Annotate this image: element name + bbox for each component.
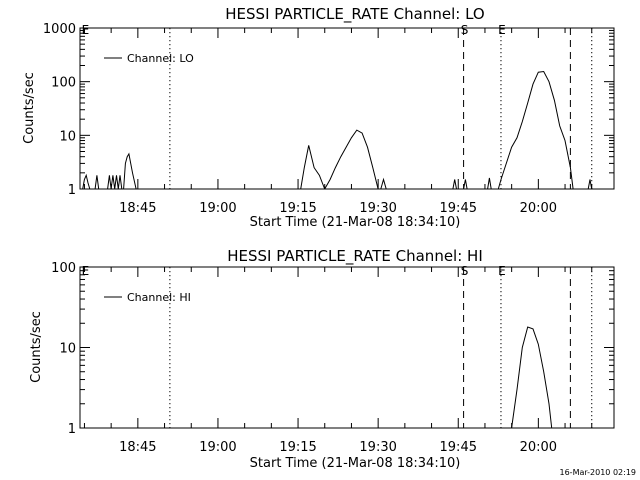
x-tick-label-lo: 19:45 [440,201,477,216]
series-line-hi [511,326,553,429]
y-ticks-hi: 1 10 100 [51,261,614,437]
panel-hi: HESSI PARTICLE_RATE Channel: HI Counts/s… [29,247,615,471]
x-ticks-lo: 18:45 19:00 19:15 19:30 19:45 20:00 [83,28,593,216]
series-line-lo [463,179,468,190]
y-tick-label-lo: 10 [59,129,76,144]
x-tick-label-hi: 19:15 [279,440,316,455]
x-tick-label-lo: 19:00 [199,201,236,216]
chart-title-lo: HESSI PARTICLE_RATE Channel: LO [225,5,484,24]
x-tick-label-lo: 19:15 [279,201,316,216]
x-tick-label-hi: 19:00 [199,440,236,455]
marker-label-lo: E [82,23,90,37]
marker-label-lo: S [461,23,469,37]
series-line-lo [497,70,574,190]
panel-lo: HESSI PARTICLE_RATE Channel: LO Counts/s… [22,5,615,230]
plot-frame-lo [79,27,615,190]
y-axis-label-lo: Counts/sec [22,72,37,144]
series-line-lo [487,177,492,190]
series-lo [82,70,593,190]
y-tick-label-hi: 100 [51,261,76,276]
series-hi [511,326,553,429]
y-tick-label-hi: 1 [68,422,76,437]
series-line-lo [82,173,91,190]
x-tick-label-lo: 19:30 [359,201,396,216]
x-tick-label-hi: 20:00 [520,440,557,455]
marker-label-lo: E [498,23,506,37]
series-line-lo [380,177,387,190]
x-tick-label-hi: 19:45 [440,440,477,455]
x-ticks-hi: 18:45 19:00 19:15 19:30 19:45 20:00 [83,267,593,455]
series-line-lo [324,129,379,190]
marker-label-hi: E [82,264,90,278]
footer-timestamp: 16-Mar-2010 02:19 [560,468,637,477]
chart-title-hi: HESSI PARTICLE_RATE Channel: HI [227,247,483,266]
x-tick-label-hi: 18:45 [119,440,156,455]
x-tick-label-lo: 20:00 [520,201,557,216]
y-tick-label-hi: 10 [59,342,76,357]
series-line-lo [587,179,593,190]
series-line-lo [452,179,457,190]
series-line-lo [110,175,123,190]
series-line-lo [94,175,100,190]
marker-label-hi: S [461,264,469,278]
legend-label-lo: Channel: LO [127,52,194,65]
x-tick-label-lo: 18:45 [119,201,156,216]
y-axis-label-hi: Counts/sec [29,311,44,383]
y-tick-label-lo: 100 [51,76,76,91]
y-ticks-lo: 1 10 100 1000 [43,22,614,198]
x-axis-label-hi: Start Time (21-Mar-08 18:34:10) [250,456,461,471]
legend-label-hi: Channel: HI [127,291,191,304]
series-line-lo [107,175,112,190]
marker-label-hi: E [498,264,506,278]
series-line-lo [300,145,326,190]
series-line-lo [123,152,137,190]
x-tick-label-hi: 19:30 [359,440,396,455]
y-tick-label-lo: 1 [68,183,76,198]
x-axis-label-lo: Start Time (21-Mar-08 18:34:10) [250,215,461,230]
y-tick-label-lo: 1000 [43,22,76,37]
